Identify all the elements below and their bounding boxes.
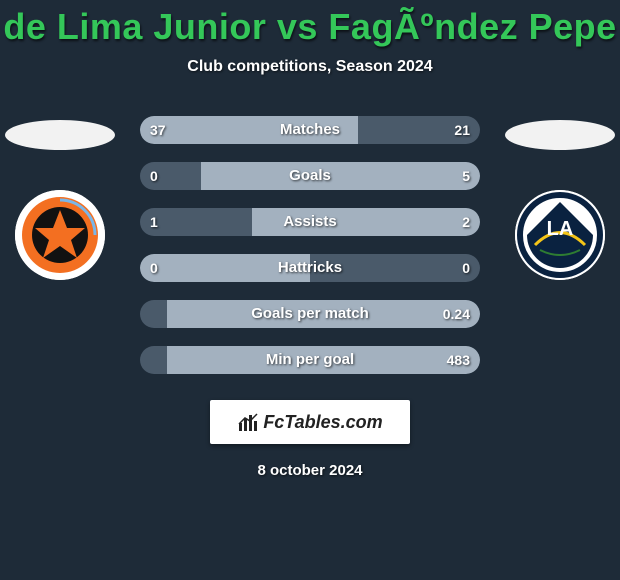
svg-text:LA: LA [547, 218, 574, 240]
stat-label: Matches [140, 116, 480, 144]
club-logo-right: LA [515, 190, 605, 280]
stat-value-right: 21 [454, 116, 470, 144]
date-text: 8 october 2024 [0, 462, 620, 479]
left-side [0, 116, 120, 280]
right-side: LA [500, 116, 620, 280]
stat-row: Goals0 5 [140, 162, 480, 190]
brand-text: FcTables.com [263, 412, 382, 433]
stats-block: Matches3721Goals05Assists12Hattricks00Go… [140, 116, 480, 374]
stat-row: Goals per match0.24 [140, 300, 480, 328]
stat-row: Min per goal483 [140, 346, 480, 374]
stat-label: Assists [140, 208, 480, 236]
stat-label: Goals per match [140, 300, 480, 328]
stat-row: Hattricks0 0 [140, 254, 480, 282]
club-logo-left [15, 190, 105, 280]
stat-row: Assists1 2 [140, 208, 480, 236]
stat-value-left: 37 [150, 116, 166, 144]
flag-right [505, 120, 615, 150]
stat-label: Hattricks [140, 254, 480, 282]
stat-row: Matches37 21 [140, 116, 480, 144]
main-area: LA Matches3721Goals05Assists12Hattricks0… [0, 116, 620, 374]
stat-value-right: 0 [462, 254, 470, 282]
stat-value-right: 0.24 [443, 300, 470, 328]
page-title: de Lima Junior vs FagÃºndez Pepe [0, 0, 620, 48]
stat-value-left: 1 [150, 208, 158, 236]
stat-value-left: 0 [150, 162, 158, 190]
stat-value-right: 483 [447, 346, 470, 374]
brand-box: FcTables.com [210, 400, 410, 444]
stat-label: Min per goal [140, 346, 480, 374]
stat-value-right: 5 [462, 162, 470, 190]
stat-value-left: 0 [150, 254, 158, 282]
chart-icon [237, 411, 259, 433]
comparison-card: de Lima Junior vs FagÃºndez Pepe Club co… [0, 0, 620, 580]
flag-left [5, 120, 115, 150]
stat-label: Goals [140, 162, 480, 190]
stat-value-right: 2 [462, 208, 470, 236]
page-subtitle: Club competitions, Season 2024 [0, 58, 620, 76]
